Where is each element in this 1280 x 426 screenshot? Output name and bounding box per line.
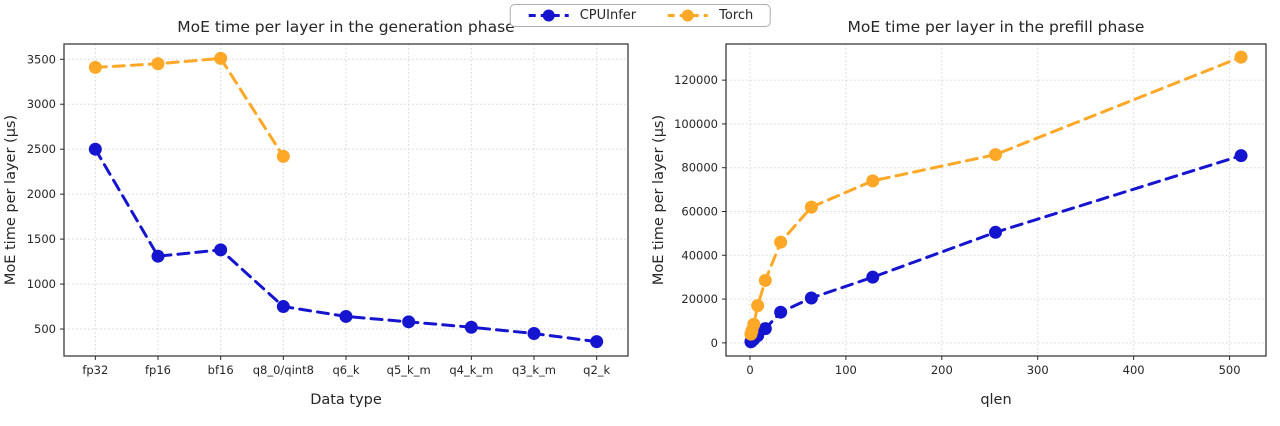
gridlines <box>726 44 1266 356</box>
y-tick-label: 40000 <box>681 248 718 262</box>
data-point-marker <box>151 249 165 263</box>
generation-phase-chart: fp32 fp16 bf16 q8_0/qint8 q6_k q5_k_m q4_k_m q3… <box>3 18 629 408</box>
legend-line-marker-icon <box>528 9 569 22</box>
data-point-marker <box>774 305 788 319</box>
x-tick-label: 0 <box>746 363 753 377</box>
x-tick-label: bf16 <box>208 363 234 377</box>
data-point-marker <box>88 60 102 74</box>
x-tick-label: 400 <box>1123 363 1145 377</box>
series-cpuinfer <box>88 142 604 349</box>
data-point-marker <box>866 174 880 188</box>
data-point-marker <box>527 327 541 341</box>
x-tick-label: q8_0/qint8 <box>253 363 314 377</box>
x-tick-label: 100 <box>835 363 857 377</box>
y-tick-label: 1000 <box>27 277 56 291</box>
data-point-marker <box>339 309 353 323</box>
x-tick-label: q6_k <box>332 363 359 377</box>
data-point-marker <box>989 225 1003 239</box>
data-point-marker <box>276 149 290 163</box>
y-tick-label: 100000 <box>674 117 718 131</box>
x-axis-label: Data type <box>310 392 382 408</box>
series-line <box>749 154 1243 344</box>
y-tick-label: 500 <box>34 322 56 336</box>
series-torch <box>88 51 290 163</box>
x-tick-label: q5_k_m <box>387 363 431 377</box>
legend-item-torch[interactable]: Torch <box>666 8 753 23</box>
x-tick-label: q3_k_m <box>512 363 556 377</box>
data-point-marker <box>88 142 102 156</box>
data-point-marker <box>1234 50 1248 64</box>
data-point-marker <box>751 299 765 313</box>
data-point-marker <box>804 200 818 214</box>
x-axis-label: qlen <box>980 392 1011 408</box>
series-torch <box>744 50 1248 341</box>
x-tick-label: 300 <box>1027 363 1049 377</box>
plot-border <box>725 43 1267 357</box>
tick-labels: fp32 fp16 bf16 q8_0/qint8 q6_k q5_k_m q4_k_m q3… <box>27 52 611 377</box>
data-point-marker <box>804 291 818 305</box>
legend-line-marker-icon <box>668 9 709 22</box>
y-tick-label: 3500 <box>27 52 56 66</box>
y-axis-label: MoE time per layer (µs) <box>3 115 19 285</box>
data-point-marker <box>151 57 165 71</box>
y-tick-label: 2000 <box>27 187 56 201</box>
tick-labels: 0 100 200 300 400 500 0 20000 40000 60000 80000 100… <box>674 73 1240 377</box>
y-tick-label: 120000 <box>674 73 718 87</box>
x-tick-label: 500 <box>1219 363 1241 377</box>
chart-title: MoE time per layer in the prefill phase <box>848 18 1145 36</box>
y-tick-label: 2500 <box>27 142 56 156</box>
x-tick-label: q4_k_m <box>449 363 493 377</box>
data-point-marker <box>747 317 761 331</box>
chart-title: MoE time per layer in the generation pha… <box>177 18 514 36</box>
legend-label: Torch <box>719 8 754 23</box>
data-point-marker <box>214 243 228 257</box>
y-tick-label: 0 <box>711 336 718 350</box>
series-line <box>93 56 285 158</box>
legend-label: CPUInfer <box>579 8 637 23</box>
data-point-marker <box>758 322 772 336</box>
y-axis-label: MoE time per layer (µs) <box>651 115 667 285</box>
y-tick-label: 60000 <box>681 204 718 218</box>
data-point-marker <box>464 320 478 334</box>
data-point-marker <box>276 300 290 314</box>
y-tick-label: 20000 <box>681 292 718 306</box>
x-tick-label: fp32 <box>82 363 108 377</box>
series-cpuinfer <box>744 149 1248 349</box>
data-point-marker <box>866 270 880 284</box>
x-tick-label: 200 <box>931 363 953 377</box>
tick-marks <box>60 58 598 360</box>
data-point-marker <box>989 148 1003 162</box>
y-tick-label: 80000 <box>681 161 718 175</box>
tick-marks <box>722 79 1231 360</box>
y-tick-label: 3000 <box>27 97 56 111</box>
x-tick-label: fp16 <box>145 363 171 377</box>
data-point-marker <box>774 235 788 249</box>
gridlines <box>64 44 628 356</box>
data-point-marker <box>1234 149 1248 163</box>
y-tick-label: 1500 <box>27 232 56 246</box>
charts-row: fp32 fp16 bf16 q8_0/qint8 q6_k q5_k_m q4_k_m q3… <box>3 18 1267 408</box>
x-tick-label: q2_k <box>583 363 610 377</box>
legend-item-cpuinfer[interactable]: CPUInfer <box>527 8 636 23</box>
legend: CPUInfer Torch <box>509 4 771 27</box>
data-point-marker <box>758 273 772 287</box>
prefill-phase-chart: 0 100 200 300 400 500 0 20000 40000 60000 80000 100… <box>651 18 1267 408</box>
data-point-marker <box>590 335 604 349</box>
data-point-marker <box>402 315 416 329</box>
data-point-marker <box>214 51 228 65</box>
